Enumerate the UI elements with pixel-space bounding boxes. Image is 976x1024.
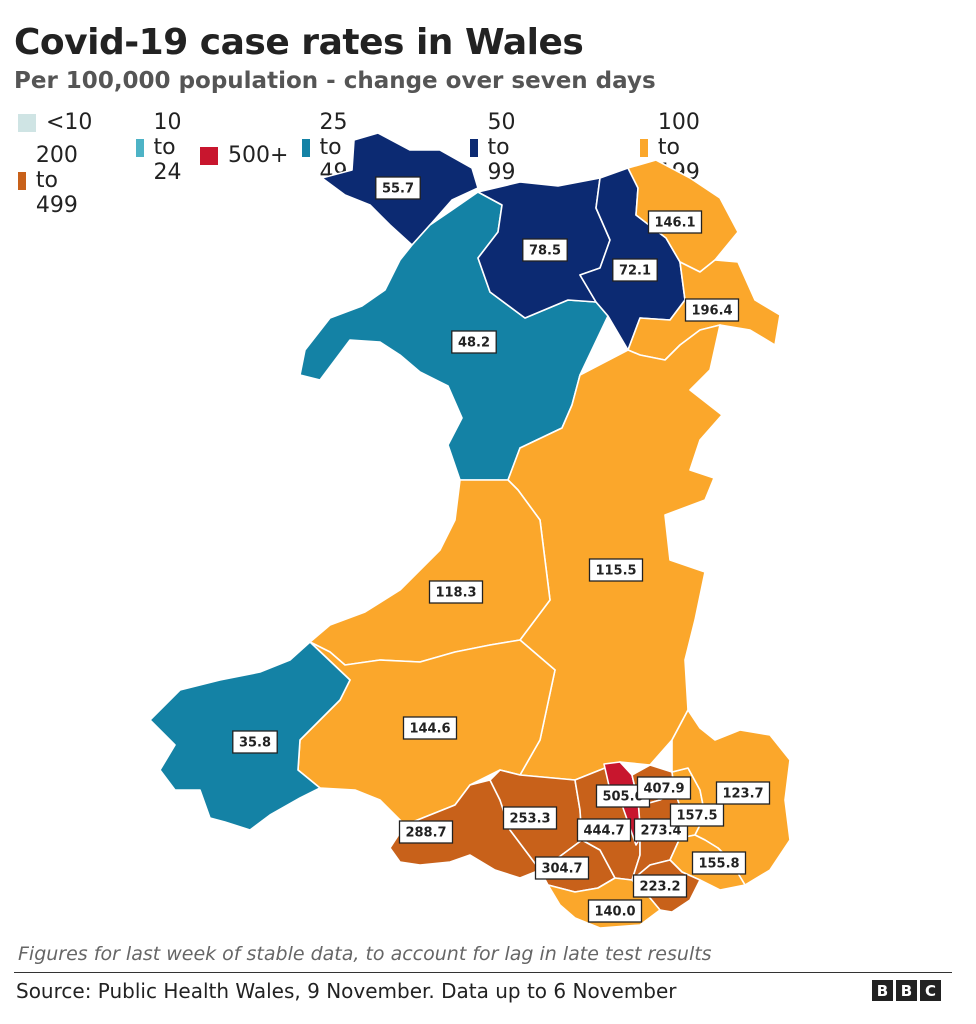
value-label-text: 140.0 (594, 905, 635, 920)
value-label-text: 78.5 (529, 244, 561, 259)
value-label-box (612, 258, 658, 282)
value-label-box (715, 781, 771, 805)
value-label-box (588, 558, 644, 582)
value-labels: 55.7 48.2 78.5 72.1 146.1 196.4 115.5 118.3 35.8… (232, 176, 771, 923)
value-label-flintshire: 146.1 (647, 210, 703, 234)
value-label-cardiff: 223.2 (632, 874, 688, 898)
value-label-text: 288.7 (405, 826, 446, 841)
legend-swatch (200, 146, 218, 165)
bbc-logo: B B C (872, 980, 941, 1001)
source-line: Source: Public Health Wales, 9 November.… (16, 979, 677, 1003)
value-label-text: 144.6 (409, 722, 450, 737)
value-label-conwy: 78.5 (522, 238, 568, 262)
value-label-box (576, 818, 632, 842)
value-label-text: 72.1 (619, 264, 651, 279)
value-label-wrexham: 196.4 (684, 298, 740, 322)
value-label-newport: 155.8 (691, 851, 747, 875)
region-swansea (389, 779, 541, 879)
value-label-box (375, 176, 421, 200)
legend-swatch (18, 171, 26, 190)
value-label-bridgend: 304.7 (534, 856, 590, 880)
divider (14, 972, 952, 973)
bbc-logo-block: B (896, 980, 917, 1001)
value-label-box (522, 238, 568, 262)
footnote: Figures for last week of stable data, to… (18, 943, 712, 965)
legend-swatch (640, 138, 648, 157)
value-label-box (402, 716, 458, 740)
value-label-text: 304.7 (541, 862, 582, 877)
legend-item-10-24: 10 to 24 (136, 110, 192, 185)
source-prefix: Source: (16, 979, 98, 1003)
value-label-rhondda-cynon-taf: 444.7 (576, 818, 632, 842)
value-label-text: 273.4 (640, 824, 681, 839)
value-label-text: 444.7 (583, 824, 624, 839)
value-label-text: 35.8 (239, 736, 271, 751)
value-label-text: 407.9 (643, 782, 684, 797)
value-label-text: 196.4 (691, 304, 732, 319)
value-label-torfaen: 157.5 (669, 803, 725, 827)
value-label-box (232, 730, 278, 754)
legend-swatch (470, 138, 478, 157)
value-label-vale-of-glamorgan: 140.0 (587, 899, 643, 923)
value-label-text: 48.2 (458, 336, 490, 351)
value-label-monmouthshire: 123.7 (715, 781, 771, 805)
value-label-merthyr-tydfil: 505.6 (595, 784, 651, 808)
value-label-text: 118.3 (435, 586, 476, 601)
map-subtitle: Per 100,000 population - change over sev… (14, 68, 656, 94)
value-label-text: 157.5 (676, 809, 717, 824)
value-label-box (428, 580, 484, 604)
value-label-box (669, 803, 725, 827)
map-title: Covid-19 case rates in Wales (14, 22, 584, 63)
value-label-box (684, 298, 740, 322)
value-label-text: 115.5 (595, 564, 636, 579)
source-text: Public Health Wales, 9 November. Data up… (97, 979, 677, 1003)
value-label-box (636, 776, 692, 800)
value-label-box (534, 856, 590, 880)
value-label-text: 146.1 (654, 216, 695, 231)
legend-swatch (302, 138, 310, 157)
value-label-text: 505.6 (602, 790, 643, 805)
bbc-logo-block: B (872, 980, 893, 1001)
legend-item-lt10: <10 (18, 110, 92, 135)
value-label-gwynedd: 48.2 (451, 330, 497, 354)
value-label-swansea: 288.7 (398, 820, 454, 844)
value-label-box (398, 820, 454, 844)
legend-item-50-99: 50 to 99 (470, 110, 526, 185)
value-label-box (502, 806, 558, 830)
value-label-denbighshire: 72.1 (612, 258, 658, 282)
value-label-powys: 115.5 (588, 558, 644, 582)
value-label-text: 223.2 (639, 880, 680, 895)
value-label-text: 253.3 (509, 812, 550, 827)
wales-choropleth-map: 55.7 48.2 78.5 72.1 146.1 196.4 115.5 118.3 35.8… (149, 132, 791, 929)
value-label-ceredigion: 118.3 (428, 580, 484, 604)
value-label-text: 155.8 (698, 857, 739, 872)
value-label-neath-port-talbot: 253.3 (502, 806, 558, 830)
value-label-blaenau-gwent: 407.9 (636, 776, 692, 800)
region-ceredigion (309, 479, 551, 666)
value-label-box (451, 330, 497, 354)
value-label-text: 55.7 (382, 182, 414, 197)
legend-item-500-plus: 500+ (200, 143, 288, 168)
value-label-box (632, 874, 688, 898)
value-label-pembrokeshire: 35.8 (232, 730, 278, 754)
value-label-box (587, 899, 643, 923)
value-label-box (647, 210, 703, 234)
legend-swatch (18, 113, 36, 132)
value-label-text: 123.7 (722, 787, 763, 802)
legend-item-200-499: 200 to 499 (18, 143, 88, 218)
value-label-carmarthenshire: 144.6 (402, 716, 458, 740)
value-label-box (691, 851, 747, 875)
bbc-logo-block: C (920, 980, 941, 1001)
value-label-anglesey: 55.7 (375, 176, 421, 200)
legend-swatch (136, 138, 144, 157)
